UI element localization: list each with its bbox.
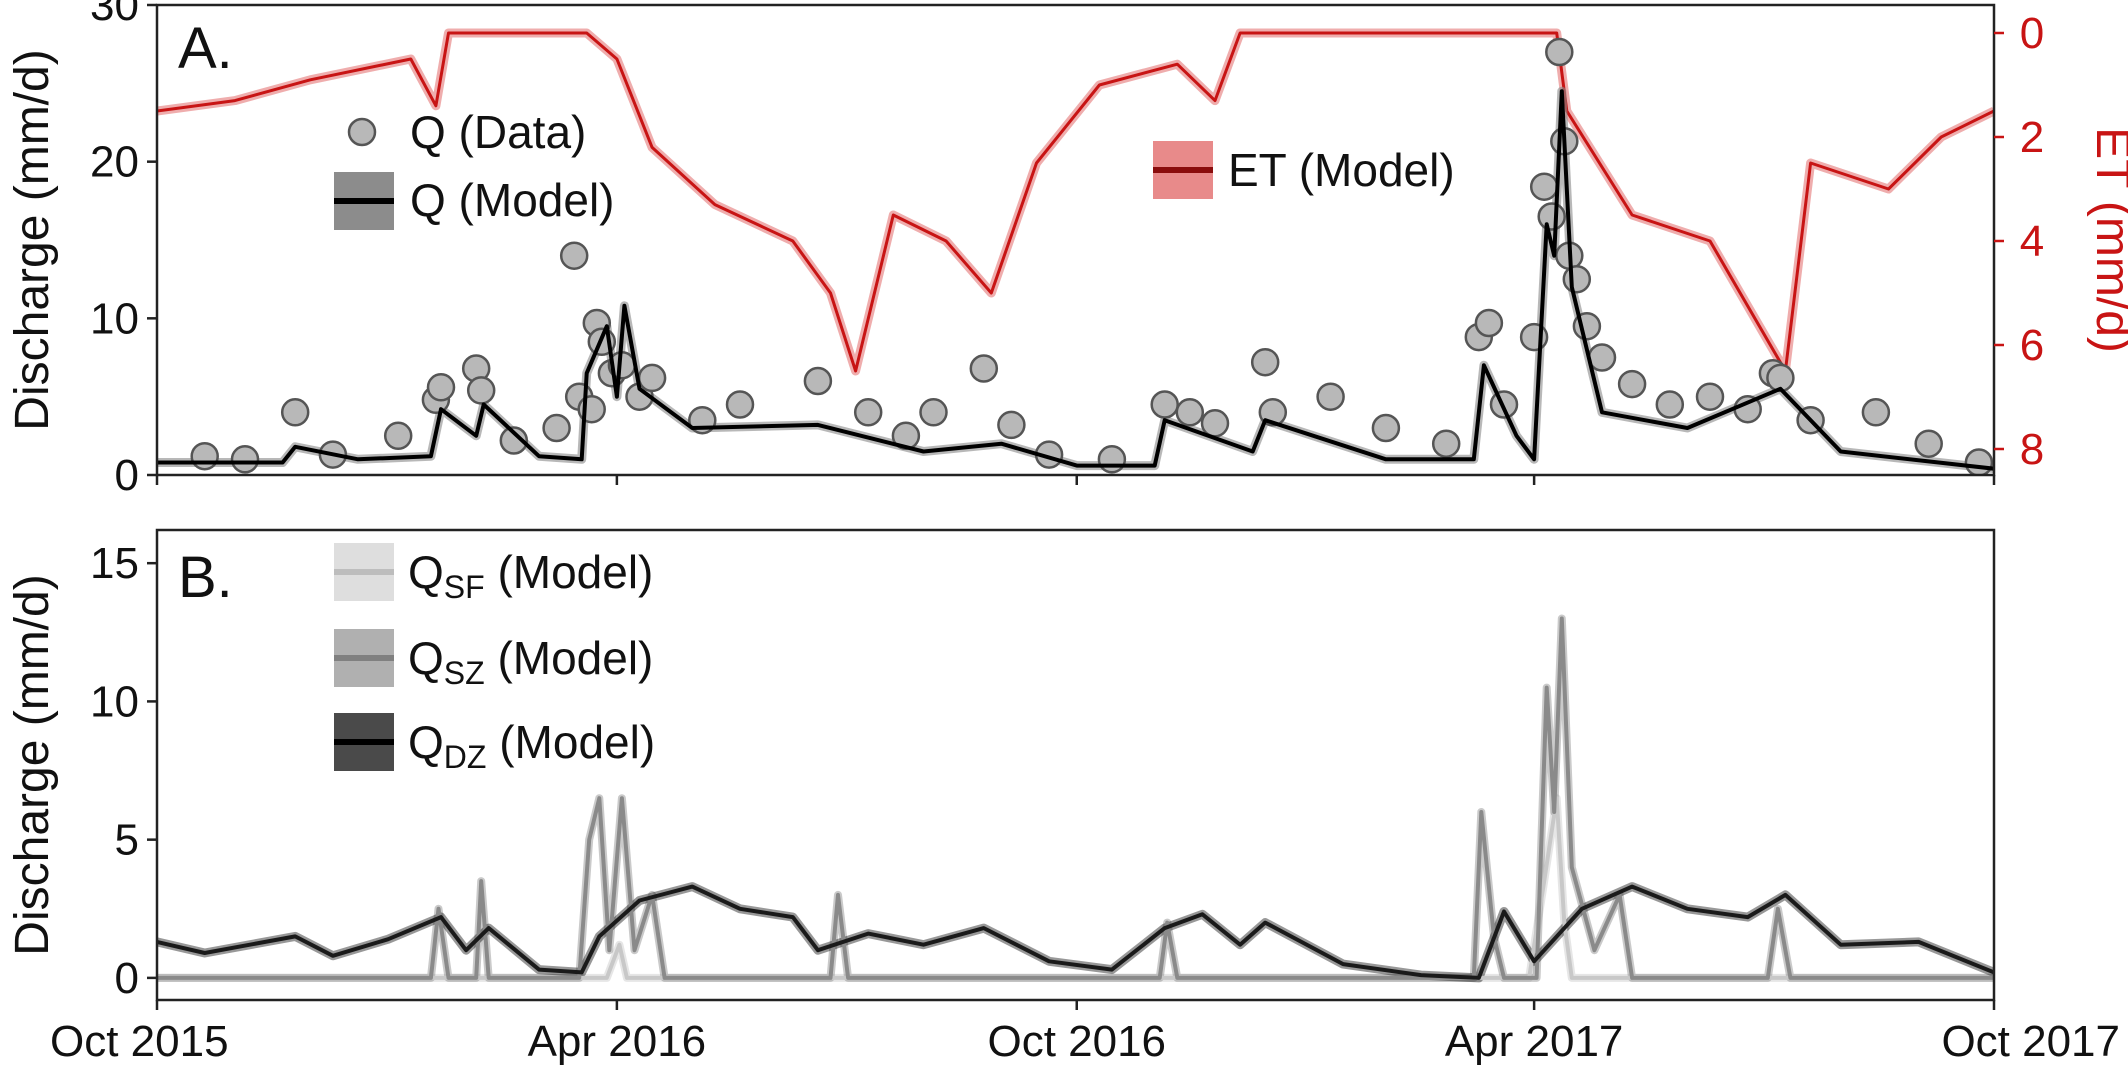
q-data-point-57: [1861, 398, 1891, 427]
panel-b-frame: [155, 528, 1996, 1002]
q-data-point-31: [1175, 398, 1205, 427]
panel-a-ytick-right-label-0: 0: [2020, 9, 2044, 58]
et-model-line: [157, 31, 1994, 373]
panel-b-xtick-label-4: Oct 2017: [1941, 1017, 2120, 1066]
q-data-point-1: [230, 445, 260, 474]
q-data-point-30: [1150, 390, 1179, 419]
panel-b-ytick-label-1: 5: [115, 816, 139, 865]
panel-b-ytick-label-0: 0: [115, 954, 139, 1003]
q-data-point-19: [637, 363, 667, 393]
panel-a-ytick-right-label-3: 6: [2020, 321, 2044, 370]
panel-b-label: B.: [178, 545, 233, 610]
panel-a-ylabel: Discharge (mm/d): [6, 49, 59, 430]
q-data-point-37: [1431, 429, 1461, 458]
panel-b-ylabel: Discharge (mm/d): [6, 574, 59, 955]
panel-a-legend: Q (Data) Q (Model) ET (Model): [334, 106, 1455, 230]
q-data-point-59: [1964, 448, 1994, 475]
panel-a-ylabel-right: ET (mm/d): [2086, 127, 2128, 353]
q-data-point-50: [1617, 369, 1647, 399]
panel-b-legend: QSF (Model) QSZ (Model) QDZ (Model): [334, 543, 655, 775]
panel-a-ytick-right-label-4: 8: [2020, 425, 2044, 474]
legend-qdz-label: QDZ (Model): [408, 716, 655, 775]
panel-a: A. Discharge (mm/d) ET (mm/d) Q (Data)Q …: [6, 0, 2128, 500]
panel-a-ytick-right-label-2: 4: [2020, 217, 2044, 266]
qsz-model-line: [157, 616, 1994, 980]
panel-b-xtick-label-2: Oct 2016: [987, 1017, 1166, 1066]
q-data-point-41: [1519, 322, 1549, 352]
q-data-point-26: [969, 354, 999, 383]
q-data-point-23: [853, 398, 883, 427]
q-data-point-25: [919, 398, 948, 427]
q-data-point-39: [1474, 308, 1504, 338]
legend-et-model-label: ET (Model): [1228, 144, 1455, 196]
panel-b-xtick-label-0: Oct 2015: [50, 1017, 229, 1066]
q-data-point-6: [426, 373, 456, 402]
q-data-point-2: [280, 398, 310, 427]
q-data-point-36: [1371, 413, 1401, 443]
panel-a-ytick-right-label-1: 2: [2020, 113, 2044, 162]
legend-q-model-label: Q (Model): [410, 174, 614, 226]
q-data-point-22: [803, 366, 833, 396]
panel-b-ytick-label-3: 15: [90, 539, 139, 588]
q-data-point-0: [190, 441, 219, 471]
q-data-point-43: [1537, 202, 1566, 231]
q-data-point-27: [997, 410, 1026, 440]
legend-q-data-marker: [347, 117, 377, 147]
qdz-model-line: [157, 884, 1994, 980]
panel-a-label: A.: [178, 16, 233, 81]
q-data-point-21: [725, 390, 755, 419]
q-data-point-42: [1529, 172, 1559, 201]
q-data-point-8: [466, 376, 496, 405]
q-data-point-44: [1545, 37, 1574, 67]
legend-qsf-label: QSF (Model): [408, 546, 653, 605]
q-data-point-9: [499, 426, 529, 455]
panel-a-ytick-label-1: 10: [90, 294, 139, 343]
q-data-point-33: [1250, 347, 1280, 377]
q-data-point-51: [1655, 390, 1685, 419]
legend-q-data-label: Q (Data): [410, 106, 586, 158]
q-data-point-52: [1695, 382, 1725, 411]
panel-a-plot: [157, 28, 1994, 475]
panel-b: B. Discharge (mm/d) QSF (Model) QSZ (Mode…: [6, 528, 2120, 1066]
q-data-point-35: [1316, 382, 1345, 411]
q-data-point-58: [1914, 429, 1943, 458]
panel-b-plot: [157, 614, 1994, 983]
q-data-point-11: [559, 241, 589, 270]
q-data-point-32: [1200, 409, 1230, 438]
panel-b-ytick-label-2: 10: [90, 677, 139, 726]
q-data-point-47: [1562, 264, 1592, 294]
q-data-point-4: [383, 421, 413, 451]
q-model-line: [157, 89, 1994, 471]
panel-a-ytick-label-0: 0: [115, 451, 139, 500]
panel-b-xtick-label-3: Apr 2017: [1445, 1017, 1624, 1066]
legend-qsz-label: QSZ (Model): [408, 632, 653, 691]
q-data-point-29: [1097, 445, 1127, 474]
panel-a-ytick-label-2: 20: [90, 138, 139, 187]
panel-a-ytick-label-3: 30: [90, 0, 139, 30]
q-data-point-10: [542, 413, 571, 443]
panel-b-xtick-label-1: Apr 2016: [528, 1017, 707, 1066]
